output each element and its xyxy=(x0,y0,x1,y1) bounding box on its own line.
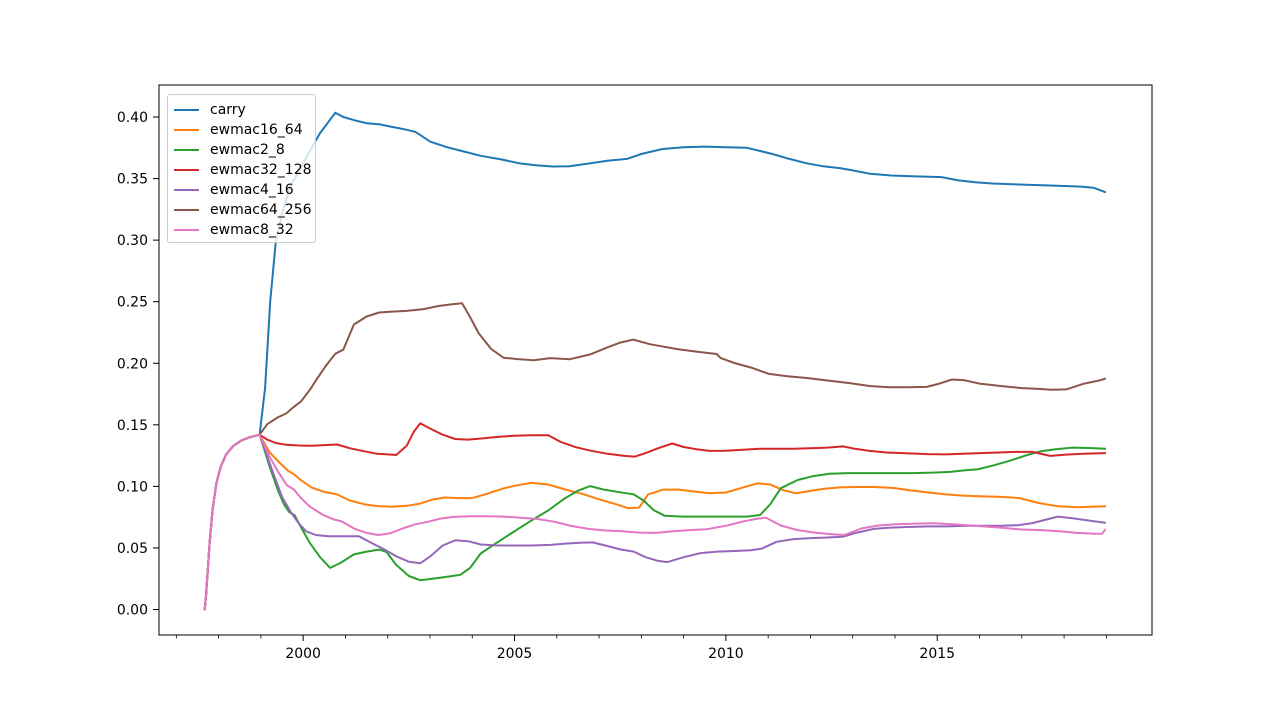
legend-label-ewmac4-16: ewmac4_16 xyxy=(210,182,294,198)
y-tick-label: 0.25 xyxy=(117,295,148,311)
series-line-ewmac32_128 xyxy=(203,422,1107,611)
legend-label-ewmac2-8: ewmac2_8 xyxy=(210,142,285,158)
plot-border xyxy=(158,84,1153,636)
y-tick-label: 0.00 xyxy=(117,603,148,619)
x-tick-label: 2015 xyxy=(919,646,955,662)
y-tick-label: 0.05 xyxy=(117,541,148,557)
y-tick-label: 0.35 xyxy=(117,172,148,188)
legend-label-ewmac32-128: ewmac32_128 xyxy=(210,162,312,178)
legend-label-carry: carry xyxy=(210,102,246,118)
legend-item-ewmac16-64: ewmac16_64 xyxy=(174,120,307,140)
legend-item-ewmac64-256: ewmac64_256 xyxy=(174,200,312,220)
series-line-ewmac4_16 xyxy=(203,433,1107,611)
x-tick-label: 2005 xyxy=(497,646,533,662)
legend-line-sample-ewmac8-32 xyxy=(174,228,199,232)
legend-line-sample-carry xyxy=(174,108,199,112)
legend-line-sample-ewmac4-16 xyxy=(174,188,199,192)
legend-item-ewmac32-128: ewmac32_128 xyxy=(174,160,312,180)
series-line-ewmac16_64 xyxy=(203,433,1107,611)
series-line-ewmac2_8 xyxy=(203,433,1107,611)
series-line-ewmac64_256 xyxy=(203,302,1107,611)
legend-item-ewmac4-16: ewmac4_16 xyxy=(174,180,307,200)
y-tick-label: 0.40 xyxy=(117,110,148,126)
legend-label-ewmac16-64: ewmac16_64 xyxy=(210,122,303,138)
legend-item-ewmac8-32: ewmac8_32 xyxy=(174,220,307,240)
legend-label-ewmac8-32: ewmac8_32 xyxy=(210,222,294,238)
legend-line-sample-ewmac32-128 xyxy=(174,168,199,172)
legend-line-sample-ewmac16-64 xyxy=(174,128,199,132)
legend-item-carry: carry xyxy=(174,100,307,120)
y-tick-label: 0.20 xyxy=(117,356,148,372)
series-line-ewmac8_32 xyxy=(203,433,1107,611)
y-tick-label: 0.15 xyxy=(117,418,148,434)
legend-line-sample-ewmac2-8 xyxy=(174,148,199,152)
legend-item-ewmac2-8: ewmac2_8 xyxy=(174,140,307,160)
legend-line-sample-ewmac64-256 xyxy=(174,208,199,212)
x-tick-label: 2010 xyxy=(708,646,744,662)
y-tick-label: 0.30 xyxy=(117,233,148,249)
legend: carry ewmac16_64 ewmac2_8 ewmac32_128 ew… xyxy=(167,94,316,243)
legend-label-ewmac64-256: ewmac64_256 xyxy=(210,202,312,218)
y-tick-label: 0.10 xyxy=(117,479,148,495)
x-tick-label: 2000 xyxy=(285,646,321,662)
series-line-carry xyxy=(203,111,1107,611)
